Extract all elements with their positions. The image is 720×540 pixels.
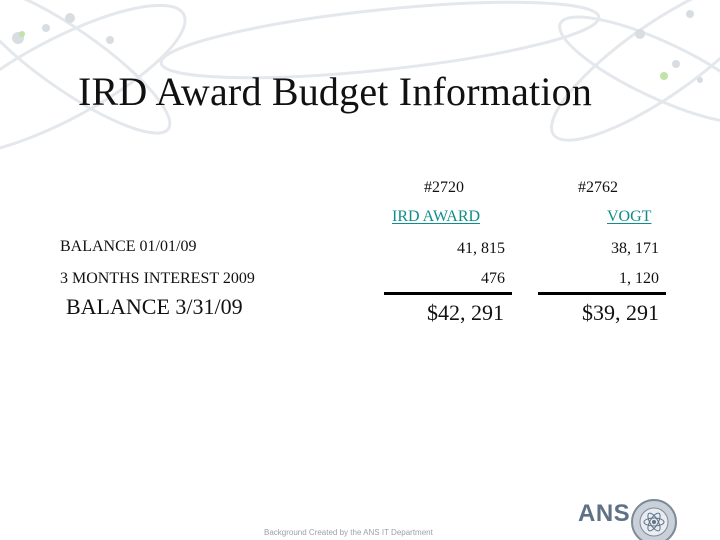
interest-vogt: 1, 120 [619,270,659,287]
row-label-interest: 3 MONTHS INTEREST 2009 [60,270,255,287]
row-label-closing-balance: BALANCE 3/31/09 [66,294,243,319]
total-rule-ird [384,292,512,295]
row-label-opening-balance: BALANCE 01/01/09 [60,238,197,255]
column-1-number: #2720 [424,179,464,196]
ans-seal-icon [631,499,677,540]
opening-balance-ird: 41, 815 [457,240,505,257]
column-1-name: IRD AWARD [392,208,481,225]
column-2-number: #2762 [578,179,618,196]
background-credit: Background Created by the ANS IT Departm… [264,528,433,537]
slide-title: IRD Award Budget Information [78,69,593,114]
opening-balance-vogt: 38, 171 [611,240,659,257]
total-rule-vogt [538,292,666,295]
ans-logo-text: ANS [578,500,631,527]
closing-balance-vogt: $39, 291 [582,300,659,325]
closing-balance-ird: $42, 291 [427,300,504,325]
column-2-name: VOGT [607,208,652,225]
interest-ird: 476 [481,270,505,287]
